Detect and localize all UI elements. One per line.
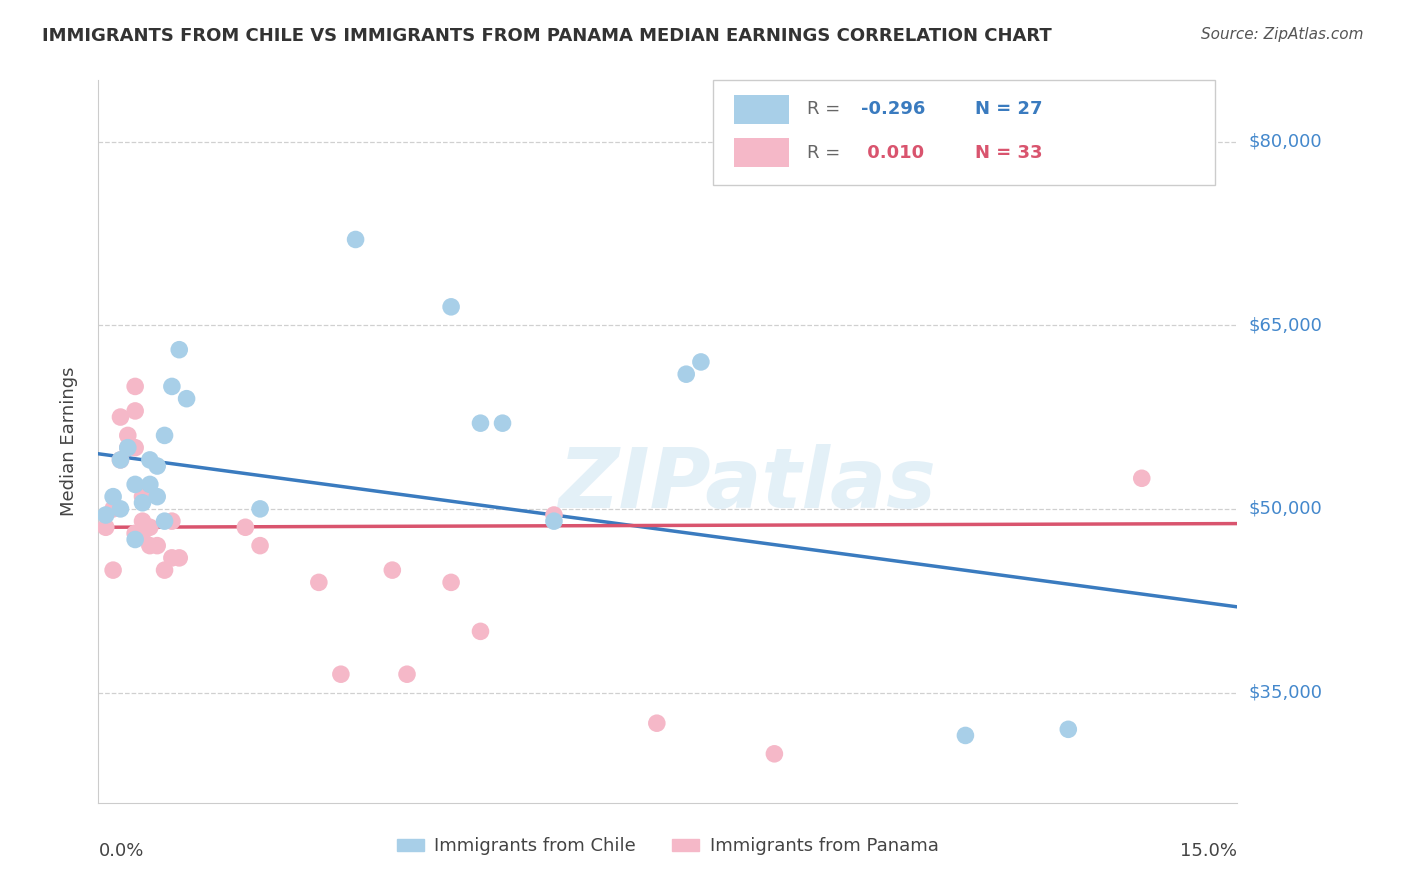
Point [124,477,146,491]
Point [117,441,139,455]
Point [117,428,139,442]
Point [153,563,176,577]
Point [110,453,132,467]
Point [153,428,176,442]
Text: -0.296: -0.296 [862,100,925,118]
FancyBboxPatch shape [734,95,789,124]
Text: $80,000: $80,000 [1249,133,1322,151]
Point [110,410,132,425]
Point [160,379,183,393]
Text: N = 27: N = 27 [976,100,1043,118]
Text: 0.010: 0.010 [862,144,925,161]
Point [440,300,463,314]
Point [146,490,169,504]
Text: N = 33: N = 33 [976,144,1043,161]
Point [124,533,146,547]
Point [110,453,132,467]
Point [440,575,463,590]
Text: R =: R = [807,100,846,118]
Point [124,404,146,418]
Point [153,514,176,528]
Point [470,624,492,639]
Point [167,550,190,565]
Point [131,496,153,510]
Point [329,667,352,681]
Text: $50,000: $50,000 [1249,500,1322,518]
Text: $35,000: $35,000 [1249,683,1323,702]
Point [763,747,786,761]
Point [131,490,153,504]
Point [117,441,139,455]
Point [124,526,146,541]
Point [101,490,124,504]
Point [131,514,153,528]
Point [101,563,124,577]
Text: R =: R = [807,144,846,161]
Legend: Immigrants from Chile, Immigrants from Panama: Immigrants from Chile, Immigrants from P… [389,830,946,863]
Point [167,343,190,357]
Point [249,539,271,553]
Point [176,392,198,406]
Point [249,502,271,516]
Point [395,667,418,681]
Point [139,520,162,534]
Text: $65,000: $65,000 [1249,316,1322,334]
Point [543,514,565,528]
Point [1130,471,1153,485]
Point [124,441,146,455]
Point [645,716,668,731]
Point [146,458,169,473]
Text: IMMIGRANTS FROM CHILE VS IMMIGRANTS FROM PANAMA MEDIAN EARNINGS CORRELATION CHAR: IMMIGRANTS FROM CHILE VS IMMIGRANTS FROM… [42,27,1052,45]
Point [160,550,183,565]
Point [235,520,257,534]
Y-axis label: Median Earnings: Median Earnings [59,367,77,516]
Text: 0.0%: 0.0% [98,842,143,860]
Point [308,575,330,590]
Point [1057,723,1080,737]
Point [955,728,977,742]
Point [94,508,117,522]
Point [110,502,132,516]
Point [675,367,697,381]
Point [146,539,169,553]
Point [131,526,153,541]
Point [381,563,404,577]
Text: Source: ZipAtlas.com: Source: ZipAtlas.com [1201,27,1364,42]
Point [94,520,117,534]
Point [470,416,492,430]
Point [124,379,146,393]
Point [139,539,162,553]
Point [690,355,713,369]
Text: 15.0%: 15.0% [1180,842,1237,860]
Point [101,502,124,516]
Point [139,453,162,467]
Point [160,514,183,528]
Point [491,416,513,430]
Point [543,508,565,522]
FancyBboxPatch shape [734,138,789,167]
Point [344,232,367,246]
FancyBboxPatch shape [713,80,1215,185]
Text: ZIPatlas: ZIPatlas [558,444,936,525]
Point [139,477,162,491]
